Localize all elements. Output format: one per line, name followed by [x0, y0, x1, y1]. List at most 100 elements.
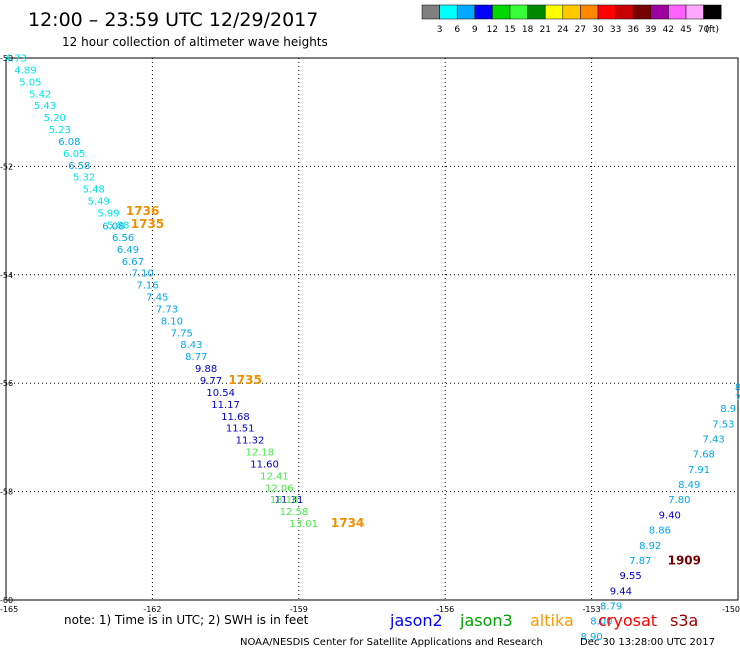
wave-height-label: 8.9: [720, 404, 736, 415]
colorbar-swatch: [421, 4, 440, 20]
wave-height-label: 11.68: [221, 412, 250, 423]
wave-height-label: 5.43: [34, 101, 56, 112]
colorbar-swatch: [650, 4, 669, 20]
colorbar-swatch: [703, 4, 722, 20]
wave-height-label: 6.56: [112, 233, 134, 244]
legend-mission-cryosat: cryosat: [598, 611, 657, 630]
wave-height-label: 5.32: [73, 173, 95, 184]
wave-height-label: 7.45: [146, 293, 168, 304]
legend-mission-altika: altika: [530, 611, 574, 630]
wave-height-label: 12.18: [245, 448, 274, 459]
colorbar-swatch: [632, 4, 652, 20]
wave-height-label: 13.01: [289, 519, 318, 530]
wave-height-label: 4.89: [14, 65, 36, 76]
wave-height-label: 4.73: [5, 54, 27, 65]
y-tick-label: -52: [0, 162, 13, 171]
wave-height-label: 6.08: [102, 222, 124, 233]
wave-height-label: 7.80: [668, 495, 690, 506]
colorbar-swatch: [544, 4, 564, 20]
wave-height-label: 8.92: [639, 541, 661, 552]
wave-height-label: 7.53: [712, 419, 734, 430]
wave-height-label: 11.60: [250, 460, 279, 471]
plot-frame: [5, 57, 739, 601]
data-points: 4.734.895.055.425.435.205.23 6.05 5.325.48…: [5, 54, 740, 643]
colorbar-label: 18: [522, 25, 534, 35]
wave-height-label: 9.77: [200, 376, 222, 387]
wave-height-label: 7: [735, 393, 740, 404]
x-tick-label: -153: [583, 605, 601, 614]
chart-subtitle: 12 hour collection of altimeter wave hei…: [62, 35, 328, 49]
colorbar-label: 12: [487, 25, 498, 35]
wave-height-label: 6.49: [117, 245, 139, 256]
wave-height-label: 8.79: [600, 602, 622, 613]
colorbar-label: 6: [454, 25, 460, 35]
colorbar-label: 36: [627, 25, 639, 35]
colorbar-swatch: [474, 4, 493, 20]
pass-time-label: 1734: [331, 516, 364, 530]
wave-height-label: 8.49: [678, 480, 700, 491]
colorbar-swatch: [685, 4, 704, 20]
colorbar-swatch: [597, 4, 616, 20]
wave-height-label: 5.99: [97, 209, 119, 220]
wave-height-label: 9.40: [659, 510, 681, 521]
chart-title: 12:00 – 23:59 UTC 12/29/2017: [28, 9, 318, 31]
pass-time-label: 1909: [668, 553, 701, 567]
colorbar-label: 30: [592, 25, 604, 35]
grid: [6, 58, 738, 600]
wave-height-label: 7.68: [693, 450, 715, 461]
colorbar-swatch: [527, 4, 546, 20]
wave-height-label: 8.86: [649, 526, 671, 537]
wave-height-label: 11.17: [211, 400, 240, 411]
y-tick-label: -56: [0, 379, 13, 388]
wave-height-label: 8.77: [185, 352, 207, 363]
pass-time-label: 1735: [228, 373, 261, 387]
mission-legend: jason2 jason3 altika cryosat s3a: [389, 611, 698, 630]
wave-height-label: 5.88: [107, 220, 129, 231]
pass-time-label: 1736: [126, 204, 159, 218]
wave-height-label: 9.88: [195, 364, 217, 375]
wave-height-label: 7.91: [688, 465, 710, 476]
colorbar-label: (ft): [705, 25, 719, 35]
colorbar-swatch: [615, 4, 634, 20]
wave-height-label: 12.06: [265, 483, 294, 494]
wave-height-label: 10.54: [206, 388, 235, 399]
wave-height-label: 5.48: [83, 185, 105, 196]
axis-ticks: -165 -162 -159 -156 -153 -150 -50 -52 -54 -56 -58 -…: [0, 54, 740, 614]
wave-height-label: 5.42: [29, 89, 51, 100]
y-tick-label: -58: [0, 488, 13, 497]
colorbar-swatch: [439, 4, 458, 20]
legend-note: note: 1) Time is in UTC; 2) SWH is in fe…: [64, 613, 309, 627]
legend-mission-jason3: jason3: [459, 611, 513, 630]
colorbar-label: 24: [557, 25, 569, 35]
wave-height-label: 5.49: [88, 197, 110, 208]
wave-height-label: 8.00: [590, 617, 612, 628]
colorbar-swatch: [668, 4, 687, 20]
x-tick-label: -165: [0, 605, 18, 614]
colorbar-label: 42: [663, 25, 674, 35]
colorbar-swatch: [509, 4, 528, 20]
colorbar-swatch: [580, 4, 599, 20]
colorbar-label: 3: [437, 25, 443, 35]
colorbar-swatch: [492, 4, 511, 20]
wave-height-label: 11.51: [226, 424, 255, 435]
wave-height-label: 12.41: [260, 471, 289, 482]
colorbar-label: 39: [645, 25, 657, 35]
wave-height-label: 8.10: [161, 316, 183, 327]
wave-height-label: 13.18: [270, 495, 299, 506]
wave-height-label: 7.16: [136, 281, 158, 292]
wave-height-label: 11.32: [236, 436, 265, 447]
colorbar-label: 9: [472, 25, 478, 35]
wave-height-label: 12.58: [280, 507, 309, 518]
colorbar-label: 27: [575, 25, 586, 35]
wave-height-label: 9.44: [610, 586, 632, 597]
colorbar-label: 21: [539, 25, 550, 35]
wave-height-label: 9.55: [619, 571, 641, 582]
legend-mission-jason2: jason2: [389, 611, 443, 630]
wave-height-label: 8.90: [580, 632, 602, 643]
x-tick-label: -162: [143, 605, 161, 614]
wave-height-label: 8.43: [180, 340, 202, 351]
wave-height-label: 5.23: [49, 125, 71, 136]
x-tick-label: -156: [436, 605, 454, 614]
wave-height-label: 6.58: [68, 161, 90, 172]
